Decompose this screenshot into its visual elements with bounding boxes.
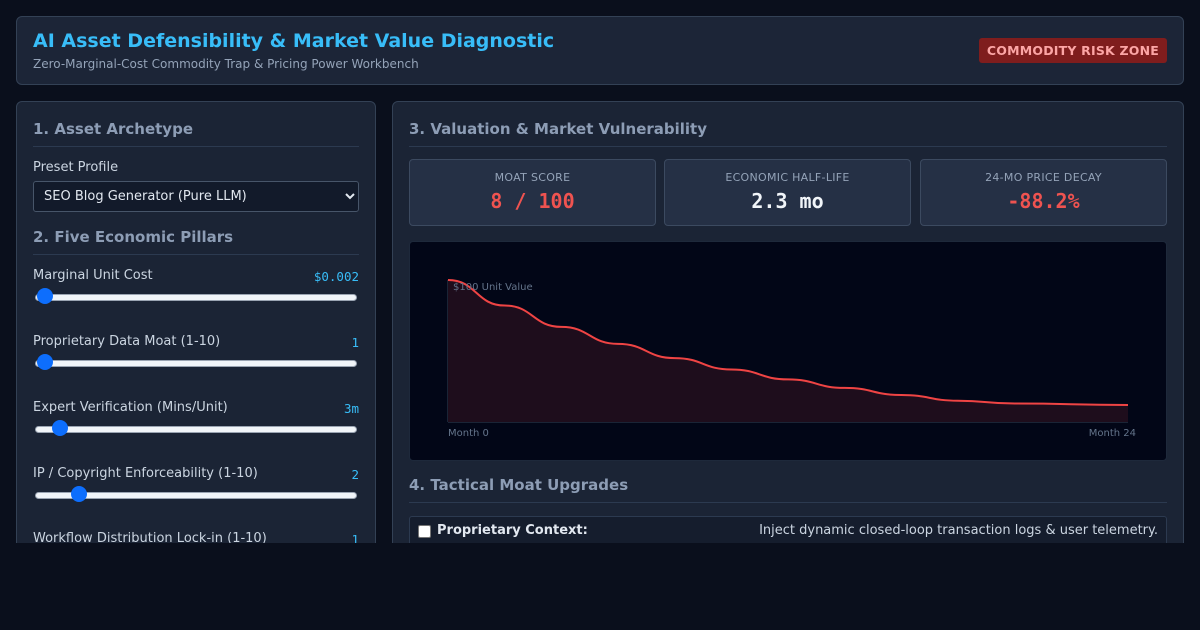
preset-profile-select[interactable]: SEO Blog Generator (Pure LLM)	[33, 181, 359, 212]
slider-value: 1	[351, 532, 359, 547]
metric-label: MOAT SCORE	[494, 171, 571, 184]
controls-panel: 1. Asset Archetype Preset Profile SEO Bl…	[16, 101, 376, 561]
preset-profile-label: Preset Profile	[33, 160, 119, 175]
slider-label: Expert Verification (Mins/Unit)	[33, 400, 228, 415]
viewport-fold	[0, 543, 1200, 630]
slider-value: 2	[351, 467, 359, 482]
asset-archetype-heading: 1. Asset Archetype	[33, 120, 359, 147]
slider-thumb[interactable]	[37, 288, 53, 304]
app-subtitle: Zero-Marginal-Cost Commodity Trap & Pric…	[33, 57, 419, 71]
upgrade-description: Inject dynamic closed-loop transaction l…	[759, 523, 1158, 538]
slider-track[interactable]	[35, 294, 357, 301]
decay-series-line	[447, 279, 1129, 406]
slider-marginal-unit-cost: Marginal Unit Cost $0.002	[33, 268, 359, 328]
metric-moat-score: MOAT SCORE 8 / 100	[409, 159, 656, 226]
slider-track[interactable]	[35, 360, 357, 367]
slider-track[interactable]	[35, 492, 357, 499]
metric-value: 8 / 100	[490, 189, 575, 213]
metric-value: 2.3 mo	[751, 189, 824, 213]
slider-label: Proprietary Data Moat (1-10)	[33, 334, 221, 349]
slider-ip-copyright: IP / Copyright Enforceability (1-10) 2	[33, 466, 359, 526]
slider-label: Workflow Distribution Lock-in (1-10)	[33, 531, 267, 546]
decay-chart-svg: $100 Unit Value Month 0 Month 24	[447, 279, 1136, 439]
economic-pillars-heading: 2. Five Economic Pillars	[33, 228, 359, 255]
x-tick-start: Month 0	[448, 428, 489, 439]
valuation-heading: 3. Valuation & Market Vulnerability	[409, 120, 1167, 147]
metric-value: -88.2%	[1007, 189, 1080, 213]
results-panel: 3. Valuation & Market Vulnerability MOAT…	[392, 101, 1184, 561]
metric-label: ECONOMIC HALF-LIFE	[725, 171, 850, 184]
slider-track[interactable]	[35, 426, 357, 433]
slider-value: $0.002	[313, 269, 359, 284]
slider-expert-verification: Expert Verification (Mins/Unit) 3m	[33, 400, 359, 460]
decay-area-fill	[448, 280, 1128, 422]
upgrade-checkbox[interactable]	[418, 525, 431, 538]
slider-thumb[interactable]	[52, 420, 69, 436]
slider-thumb[interactable]	[70, 486, 87, 502]
metric-economic-half-life: ECONOMIC HALF-LIFE 2.3 mo	[664, 159, 911, 226]
slider-label: IP / Copyright Enforceability (1-10)	[33, 466, 258, 481]
risk-status-badge: COMMODITY RISK ZONE	[978, 38, 1167, 63]
y-axis-label: $100 Unit Value	[453, 282, 533, 293]
moat-upgrades-heading: 4. Tactical Moat Upgrades	[409, 476, 1167, 503]
slider-thumb[interactable]	[37, 354, 53, 370]
x-tick-end: Month 24	[1089, 428, 1136, 439]
slider-proprietary-data-moat: Proprietary Data Moat (1-10) 1	[33, 334, 359, 394]
metric-label: 24-MO PRICE DECAY	[985, 171, 1102, 184]
price-decay-chart: $100 Unit Value Month 0 Month 24	[409, 241, 1167, 461]
slider-value: 3m	[343, 401, 359, 416]
slider-label: Marginal Unit Cost	[33, 268, 153, 283]
upgrade-name: Proprietary Context:	[437, 523, 588, 538]
metric-price-decay: 24-MO PRICE DECAY -88.2%	[920, 159, 1167, 226]
app-title: AI Asset Defensibility & Market Value Di…	[33, 30, 555, 52]
header-bar: AI Asset Defensibility & Market Value Di…	[16, 16, 1184, 85]
slider-value: 1	[351, 335, 359, 350]
